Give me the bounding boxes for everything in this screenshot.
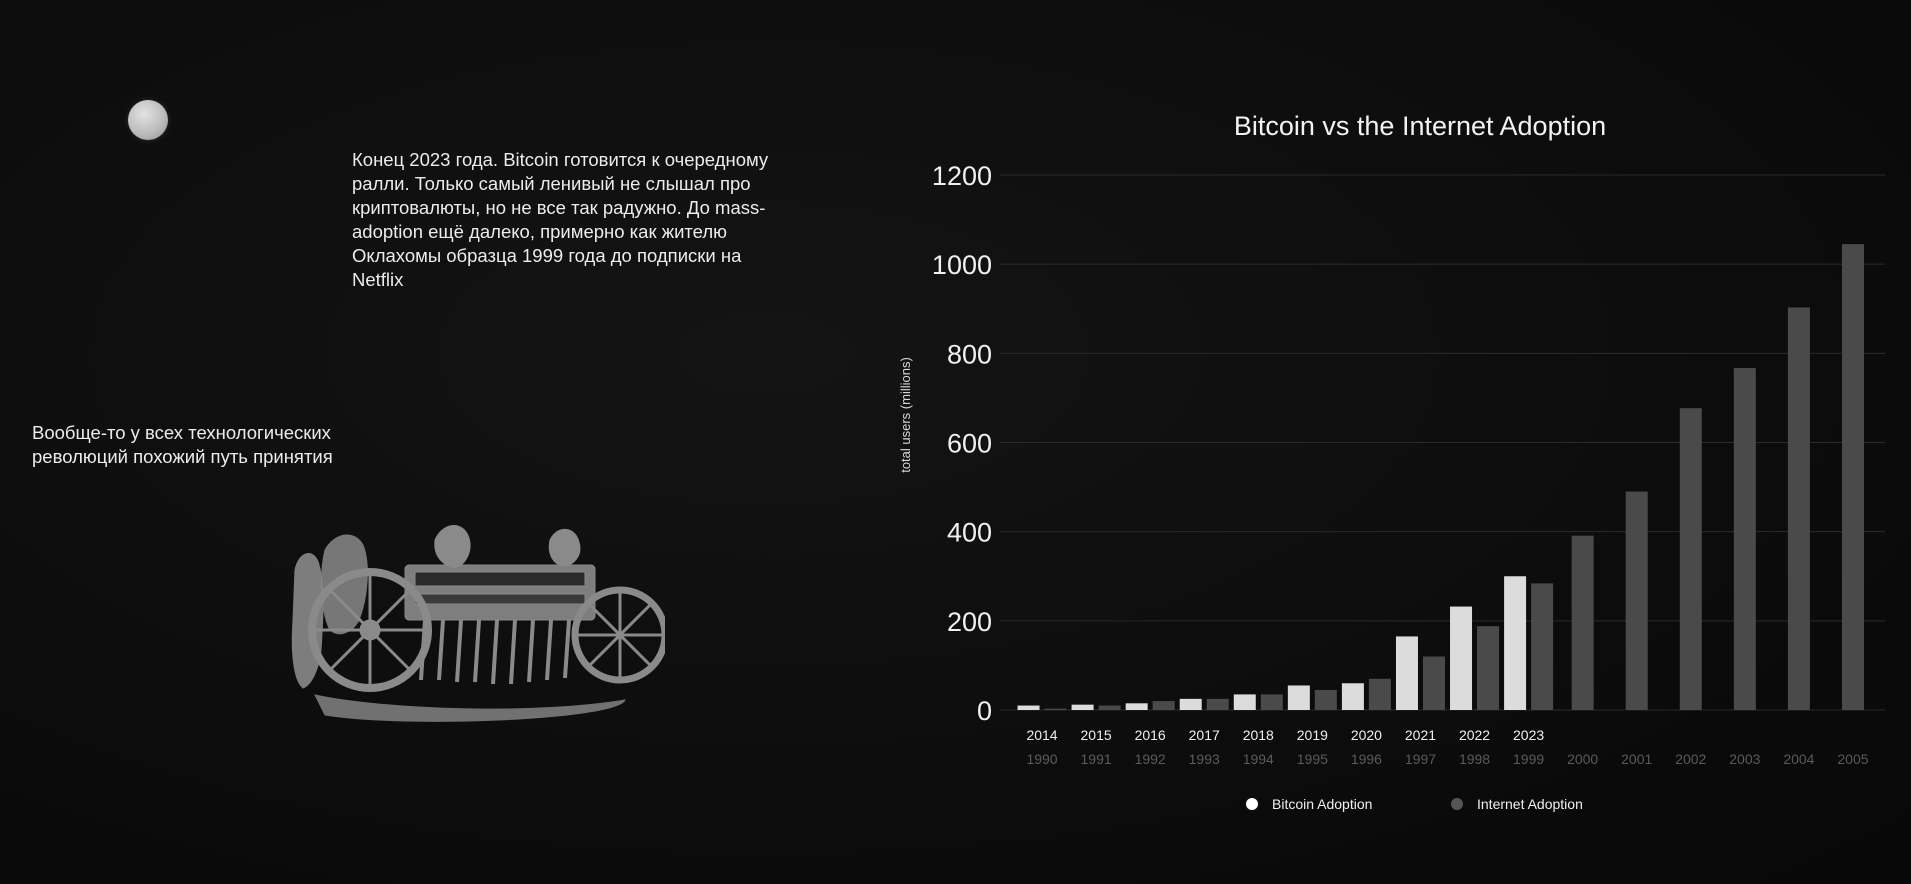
legend-swatch: [1246, 798, 1258, 810]
x-tick-label-bitcoin: 2016: [1135, 727, 1166, 743]
x-tick-label-bitcoin: 2021: [1405, 727, 1436, 743]
legend-swatch: [1451, 798, 1463, 810]
x-tick-label-internet: 2002: [1675, 751, 1706, 767]
x-tick-label-internet: 1991: [1081, 751, 1112, 767]
bitcoin-bar: [1395, 636, 1418, 710]
x-tick-label-internet: 1997: [1405, 751, 1436, 767]
internet-bar: [1679, 408, 1702, 710]
internet-bar: [1733, 368, 1756, 710]
legend-label: Bitcoin Adoption: [1272, 796, 1372, 812]
internet-bar: [1787, 307, 1810, 710]
internet-bar: [1206, 698, 1229, 710]
x-tick-label-internet: 2001: [1621, 751, 1652, 767]
x-tick-label-internet: 1994: [1243, 751, 1274, 767]
bitcoin-bar: [1125, 703, 1148, 710]
adoption-chart: Bitcoin vs the Internet Adoption 0 200 400…: [890, 95, 1900, 835]
x-tick-label-internet: 2005: [1837, 751, 1868, 767]
x-tick-label-internet: 1996: [1351, 751, 1382, 767]
x-tick-label-bitcoin: 2015: [1081, 727, 1112, 743]
x-tick-label-bitcoin: 2022: [1459, 727, 1490, 743]
y-axis-label: total users (millions): [898, 357, 913, 473]
bars-layer: [1017, 244, 1864, 710]
y-tick-label: 200: [947, 607, 992, 637]
y-axis: 0 200 400 600 800 1000 1200: [932, 161, 992, 726]
x-tick-label-bitcoin: 2019: [1297, 727, 1328, 743]
internet-bar: [1571, 535, 1594, 710]
legend-label: Internet Adoption: [1477, 796, 1583, 812]
legend-item-internet[interactable]: Internet Adoption: [1451, 796, 1583, 812]
bitcoin-bar: [1341, 683, 1364, 710]
chart-title: Bitcoin vs the Internet Adoption: [1234, 111, 1606, 141]
x-tick-label-internet: 1995: [1297, 751, 1328, 767]
bitcoin-bar: [1233, 694, 1256, 710]
y-tick-label: 1200: [932, 161, 992, 191]
x-tick-label-internet: 1998: [1459, 751, 1490, 767]
x-tick-label-bitcoin: 2020: [1351, 727, 1382, 743]
x-tick-label-internet: 1999: [1513, 751, 1544, 767]
revolutions-paragraph: Вообще-то у всех технологических революц…: [32, 422, 333, 467]
internet-bar: [1098, 705, 1121, 710]
x-tick-label-bitcoin: 2017: [1189, 727, 1220, 743]
bitcoin-bar: [1017, 705, 1040, 710]
internet-bar: [1477, 626, 1500, 710]
chart-svg: Bitcoin vs the Internet Adoption 0 200 400…: [898, 111, 1885, 812]
internet-bar: [1625, 491, 1648, 710]
intro-paragraph: Конец 2023 года. Bitcoin готовится к оче…: [352, 149, 769, 290]
internet-bar: [1531, 583, 1554, 710]
x-tick-label-internet: 1990: [1026, 751, 1057, 767]
bitcoin-bar: [1504, 576, 1527, 710]
internet-bar: [1260, 694, 1283, 710]
seed-drill-illustration: [291, 525, 665, 722]
bitcoin-bar: [1450, 606, 1473, 710]
bitcoin-bar: [1071, 704, 1094, 710]
moon-dot-icon: [128, 100, 168, 140]
x-tick-label-internet: 2000: [1567, 751, 1598, 767]
y-tick-label: 0: [977, 696, 992, 726]
y-tick-label: 400: [947, 518, 992, 548]
x-tick-label-internet: 2004: [1783, 751, 1814, 767]
legend[interactable]: Bitcoin Adoption Internet Adoption: [1246, 796, 1583, 812]
x-axis: 2014 1990 2015 1991 2016 1992 2017 1993 2018 1994…: [1026, 727, 1868, 767]
internet-bar: [1044, 708, 1067, 710]
internet-bar: [1152, 701, 1175, 710]
x-tick-label-internet: 1993: [1189, 751, 1220, 767]
internet-bar: [1422, 656, 1445, 710]
x-tick-label-internet: 1992: [1135, 751, 1166, 767]
bitcoin-bar: [1287, 685, 1310, 710]
y-tick-label: 600: [947, 429, 992, 459]
internet-bar: [1841, 244, 1864, 710]
y-tick-label: 1000: [932, 250, 992, 280]
legend-item-bitcoin[interactable]: Bitcoin Adoption: [1246, 796, 1372, 812]
x-tick-label-bitcoin: 2023: [1513, 727, 1544, 743]
x-tick-label-bitcoin: 2014: [1026, 727, 1057, 743]
x-tick-label-bitcoin: 2018: [1243, 727, 1274, 743]
y-tick-label: 800: [947, 339, 992, 369]
internet-bar: [1368, 678, 1391, 710]
x-tick-label-internet: 2003: [1729, 751, 1760, 767]
internet-bar: [1314, 689, 1337, 710]
bitcoin-bar: [1179, 698, 1202, 710]
